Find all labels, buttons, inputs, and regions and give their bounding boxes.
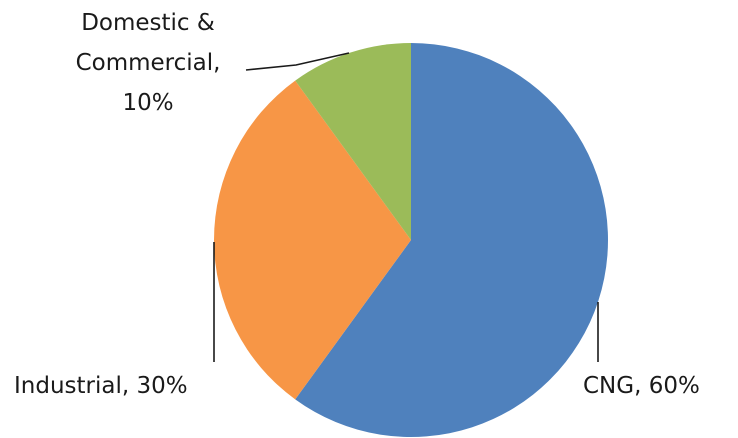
data-label-industrial: Industrial, 30% bbox=[14, 373, 188, 399]
data-label-domestic-line-1: Domestic & bbox=[81, 10, 215, 36]
leader-line-domestic bbox=[245, 52, 350, 71]
data-label-cng: CNG, 60% bbox=[583, 373, 700, 399]
pie-slice-industrial bbox=[213, 80, 411, 400]
pie-slice-cng bbox=[295, 43, 608, 437]
data-label-domestic-line-3: 10% bbox=[122, 90, 173, 116]
data-label-domestic-line-2: Commercial, bbox=[76, 50, 221, 76]
pie-slices bbox=[213, 43, 608, 437]
pie-slice-domestic-commercial bbox=[295, 43, 411, 240]
